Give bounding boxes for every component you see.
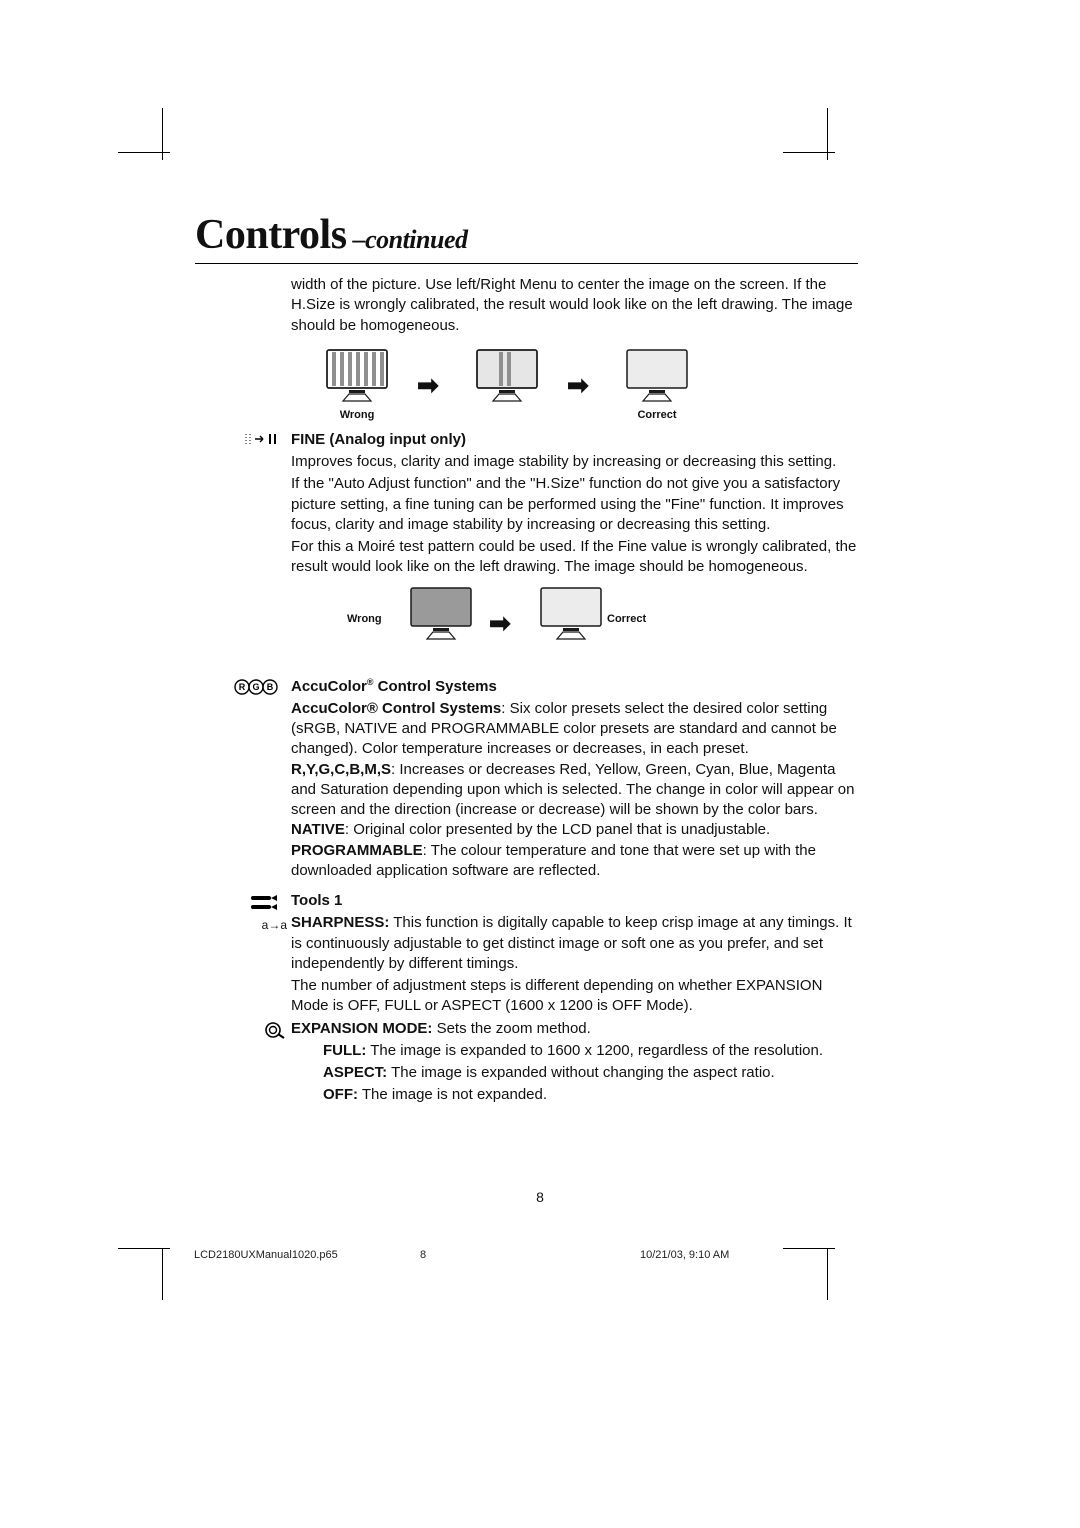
- full-bold: FULL:: [323, 1042, 366, 1059]
- fine-p3: For this a Moiré test pattern could be u…: [291, 537, 858, 578]
- title-main: Controls: [195, 212, 347, 258]
- fine-p2: If the "Auto Adjust function" and the "H…: [291, 474, 858, 535]
- hsize-monitors-row: Wrong ➡ ➡: [313, 346, 858, 424]
- crop-mark: [827, 108, 828, 160]
- expansion-icon: [249, 1021, 287, 1045]
- fine-p1: Improves focus, clarity and image stabil…: [291, 452, 858, 472]
- sharpness-icon: a→a: [249, 917, 287, 933]
- manual-page: Controls –continued width of the picture…: [0, 0, 1080, 1528]
- sharpness-bold: SHARPNESS:: [291, 914, 389, 931]
- monitor-striped: Wrong: [313, 346, 401, 423]
- monitor-dither: [397, 584, 485, 642]
- svg-text:R: R: [239, 682, 246, 692]
- monitor-clean: [527, 584, 615, 642]
- fine-icon: [241, 432, 279, 452]
- accu-lead-bold: AccuColor® Control Systems: [291, 700, 501, 717]
- intro-text: width of the picture. Use left/Right Men…: [291, 275, 858, 336]
- full-line: FULL: The image is expanded to 1600 x 12…: [323, 1041, 858, 1061]
- monitor-partial: [463, 346, 551, 404]
- monitor-correct: Correct: [613, 346, 701, 423]
- full-rest: The image is expanded to 1600 x 1200, re…: [366, 1042, 823, 1059]
- svg-text:G: G: [252, 682, 259, 692]
- rgb-icon: R G B: [233, 678, 279, 702]
- expansion-line: EXPANSION MODE: Sets the zoom method.: [291, 1019, 858, 1039]
- crop-mark: [827, 1248, 828, 1300]
- tools-icon: [241, 893, 279, 919]
- title-rule: [195, 263, 858, 264]
- aspect-line: ASPECT: The image is expanded without ch…: [323, 1063, 858, 1083]
- accu-prog-bold: PROGRAMMABLE: [291, 842, 423, 859]
- aspect-bold: ASPECT:: [323, 1064, 387, 1081]
- svg-text:B: B: [267, 682, 274, 692]
- fine-monitors-row: Wrong ➡ Correct: [347, 584, 858, 656]
- accu-rygs-bold: R,Y,G,C,B,M,S: [291, 761, 391, 778]
- arrow-icon: ➡: [489, 606, 511, 641]
- expansion-rest: Sets the zoom method.: [432, 1020, 590, 1037]
- off-bold: OFF:: [323, 1086, 358, 1103]
- arrow-icon: ➡: [567, 368, 589, 403]
- footer-file: LCD2180UXManual1020.p65: [194, 1249, 338, 1261]
- accu-heading-post: Control Systems: [373, 678, 496, 695]
- sharpness-p2: The number of adjustment steps is differ…: [291, 976, 858, 1017]
- crop-mark: [162, 1248, 163, 1300]
- footer-page: 8: [420, 1249, 426, 1261]
- monitor-wrong-label: Wrong: [313, 408, 401, 423]
- page-title: Controls –continued: [195, 211, 468, 259]
- footer-date: 10/21/03, 9:10 AM: [640, 1249, 729, 1261]
- monitor-correct-label: Correct: [613, 408, 701, 423]
- accu-native-rest: : Original color presented by the LCD pa…: [345, 821, 770, 838]
- fine-heading: FINE (Analog input only): [291, 431, 466, 448]
- accu-native-bold: NATIVE: [291, 821, 345, 838]
- off-line: OFF: The image is not expanded.: [323, 1085, 858, 1105]
- expansion-bold: EXPANSION MODE:: [291, 1020, 432, 1037]
- tools-heading: Tools 1: [291, 892, 342, 909]
- page-number: 8: [0, 1189, 1080, 1205]
- body-column: width of the picture. Use left/Right Men…: [291, 273, 858, 1106]
- crop-mark: [162, 108, 163, 160]
- aspect-rest: The image is expanded without changing t…: [387, 1064, 774, 1081]
- off-rest: The image is not expanded.: [358, 1086, 547, 1103]
- accu-body: AccuColor® Control Systems: Six color pr…: [291, 699, 858, 881]
- title-continued: –continued: [347, 225, 468, 254]
- monitor-correct-label: Correct: [607, 612, 646, 627]
- arrow-icon: ➡: [417, 368, 439, 403]
- sharpness-p1: SHARPNESS: This function is digitally ca…: [291, 913, 858, 974]
- monitor-wrong-label: Wrong: [347, 612, 382, 627]
- accu-heading-pre: AccuColor: [291, 678, 367, 695]
